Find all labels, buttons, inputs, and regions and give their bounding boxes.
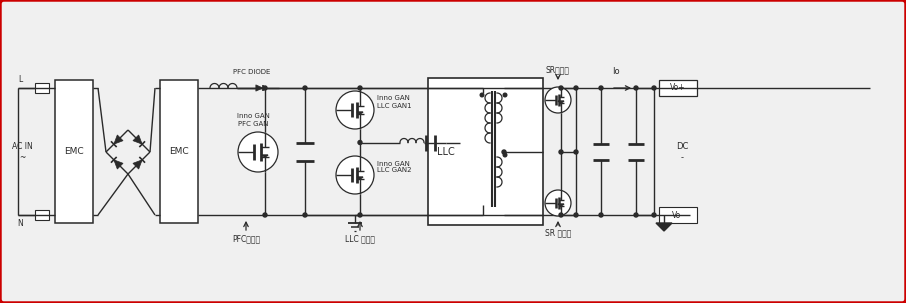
Text: Inno GAN
LLC GAN2: Inno GAN LLC GAN2 xyxy=(377,161,411,174)
Circle shape xyxy=(559,213,563,217)
Text: LLC: LLC xyxy=(437,147,455,157)
Circle shape xyxy=(634,213,638,217)
Polygon shape xyxy=(357,177,363,179)
Circle shape xyxy=(303,213,307,217)
Bar xyxy=(35,210,49,220)
Text: AC IN
~: AC IN ~ xyxy=(12,142,33,162)
Circle shape xyxy=(503,93,506,97)
Polygon shape xyxy=(262,155,268,157)
Text: PFC DIODE: PFC DIODE xyxy=(234,69,271,75)
Circle shape xyxy=(574,213,578,217)
Polygon shape xyxy=(357,112,363,114)
Bar xyxy=(55,80,93,223)
Bar xyxy=(659,80,697,96)
Circle shape xyxy=(238,132,278,172)
Circle shape xyxy=(358,213,362,217)
Circle shape xyxy=(358,86,362,90)
Circle shape xyxy=(263,86,267,90)
Polygon shape xyxy=(114,135,123,144)
Text: EMC: EMC xyxy=(169,148,188,157)
Text: Vo-: Vo- xyxy=(672,211,684,219)
Circle shape xyxy=(599,213,603,217)
Polygon shape xyxy=(133,135,142,144)
Circle shape xyxy=(502,150,506,154)
Circle shape xyxy=(503,153,506,157)
Circle shape xyxy=(652,213,656,217)
Text: N: N xyxy=(17,218,23,228)
Circle shape xyxy=(358,141,362,145)
Polygon shape xyxy=(114,160,123,169)
Text: SR控制器: SR控制器 xyxy=(546,65,570,75)
Circle shape xyxy=(303,86,307,90)
Circle shape xyxy=(599,86,603,90)
Circle shape xyxy=(634,86,638,90)
Polygon shape xyxy=(133,160,142,169)
Text: PFC控制器: PFC控制器 xyxy=(232,235,260,244)
Circle shape xyxy=(336,91,374,129)
Circle shape xyxy=(336,156,374,194)
Circle shape xyxy=(559,150,563,154)
Polygon shape xyxy=(255,85,263,91)
Circle shape xyxy=(574,86,578,90)
Circle shape xyxy=(545,87,571,113)
Circle shape xyxy=(574,150,578,154)
Circle shape xyxy=(545,190,571,216)
Bar xyxy=(160,80,198,223)
Text: Inno GAN
LLC GAN1: Inno GAN LLC GAN1 xyxy=(377,95,411,108)
Text: Inno GAN
PFC GAN: Inno GAN PFC GAN xyxy=(236,114,269,126)
Text: DC
-: DC - xyxy=(676,142,689,162)
Text: L: L xyxy=(18,75,22,85)
Bar xyxy=(659,207,697,223)
Polygon shape xyxy=(558,204,564,206)
Bar xyxy=(428,78,543,225)
Text: SR 控制器: SR 控制器 xyxy=(545,228,571,238)
Polygon shape xyxy=(656,223,672,231)
Circle shape xyxy=(480,93,484,97)
Circle shape xyxy=(263,213,267,217)
Text: Vo+: Vo+ xyxy=(670,84,686,92)
Polygon shape xyxy=(558,101,564,103)
Circle shape xyxy=(652,86,656,90)
Text: LLC 控制器: LLC 控制器 xyxy=(345,235,375,244)
Circle shape xyxy=(559,86,563,90)
Bar xyxy=(35,83,49,93)
Text: EMC: EMC xyxy=(64,148,84,157)
Text: Io: Io xyxy=(612,68,620,76)
